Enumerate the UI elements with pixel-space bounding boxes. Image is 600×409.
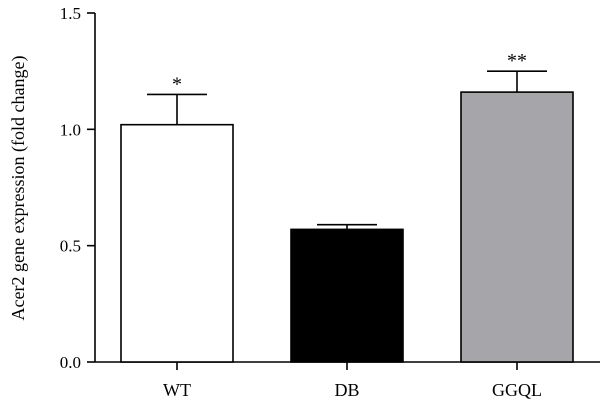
plot-area: 0.0 0.5 1.0 1.5 WT * DB GGQL ** xyxy=(60,4,600,400)
y-axis-label: Acer2 gene expression (fold change) xyxy=(8,56,29,321)
x-tick-label: GGQL xyxy=(492,380,542,400)
x-tick-label: DB xyxy=(334,380,359,400)
bar-db xyxy=(290,228,404,363)
bar-wt xyxy=(120,123,234,363)
bar-ggql xyxy=(460,91,574,363)
y-tick-label: 1.5 xyxy=(60,4,81,23)
y-tick-label: 0.0 xyxy=(60,353,81,372)
significance-marker: * xyxy=(172,73,182,95)
x-tick-label: WT xyxy=(163,380,191,400)
y-tick-label: 1.0 xyxy=(60,120,81,139)
y-tick-label: 0.5 xyxy=(60,237,81,256)
significance-marker: ** xyxy=(507,50,527,72)
